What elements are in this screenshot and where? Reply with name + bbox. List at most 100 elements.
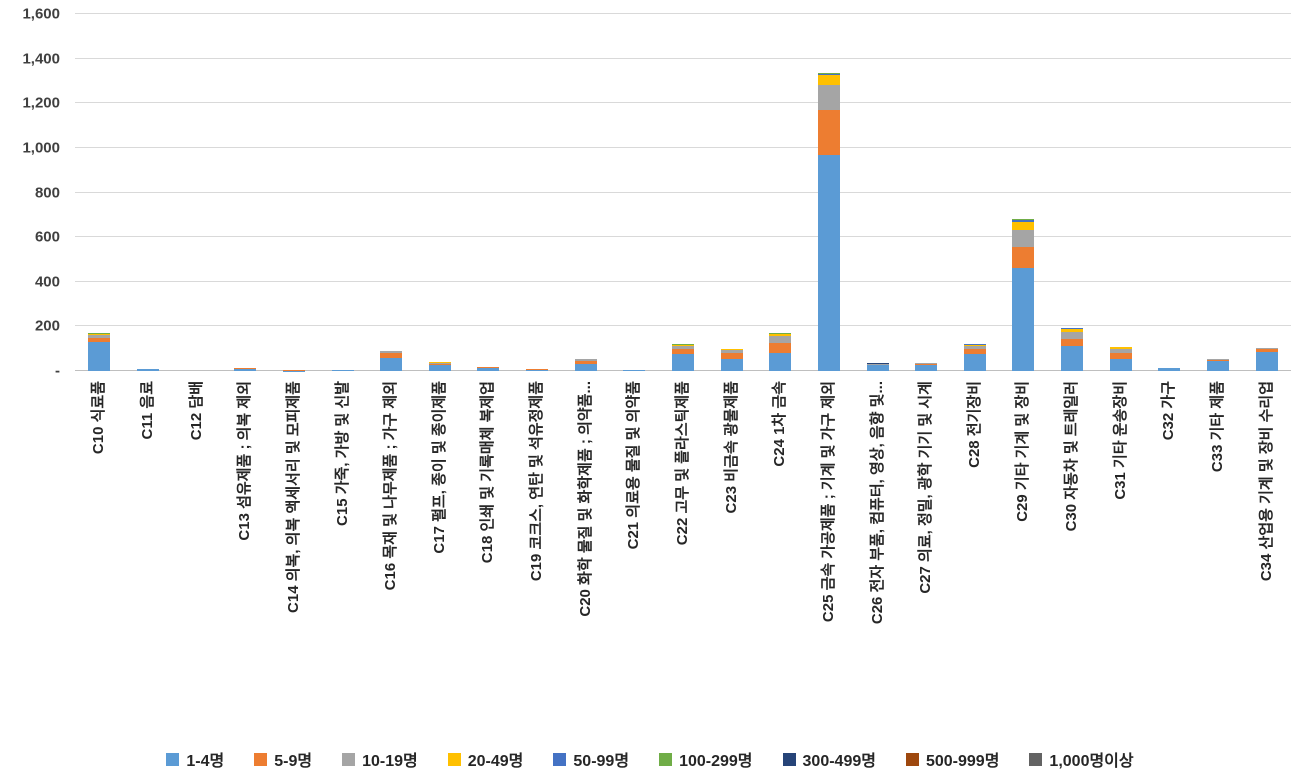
y-axis: 1,600 1,400 1,200 1,000 800 600 400 200 - [0, 0, 66, 781]
legend-item: 50-99명 [553, 747, 629, 771]
bar-segment [720, 358, 743, 371]
bar-slot [707, 14, 756, 371]
bar-segment [866, 364, 889, 366]
bar-segment [136, 369, 159, 371]
legend-label: 100-299명 [679, 753, 753, 770]
bar-slot [367, 14, 416, 371]
bar-slot [75, 14, 124, 371]
bar-slot [415, 14, 464, 371]
stacked-bar [623, 369, 646, 371]
x-tick-label: C25 금속 가공제품 ; 기계 및 가구 제외 [819, 381, 837, 623]
bar-slot [561, 14, 610, 371]
bar-segment [1255, 352, 1278, 371]
gridline [75, 146, 1291, 148]
x-label-slot: C31 기타 운송장비 [1096, 377, 1145, 729]
x-tick-label: C11 음료 [138, 381, 156, 440]
bar-segment [1061, 329, 1084, 332]
y-tick-label: 600 [34, 228, 60, 246]
x-label-slot: C21 의료용 물질 및 의약품 [610, 377, 659, 729]
stacked-bar [234, 367, 257, 371]
bar-segment [671, 354, 694, 371]
x-tick-label: C15 가죽, 가방 및 신발 [333, 381, 351, 526]
x-label-slot: C28 전기장비 [951, 377, 1000, 729]
gridline [75, 57, 1291, 59]
x-tick-label: C27 의료, 정밀, 광학 기기 및 시계 [917, 381, 935, 594]
bar-segment [574, 363, 597, 371]
x-label-slot: C10 식료품 [75, 377, 124, 729]
bar-slot [805, 14, 854, 371]
stacked-bar [671, 344, 694, 371]
gridline [75, 280, 1291, 282]
legend-label: 20-49명 [467, 753, 524, 770]
y-tick-label: 1,000 [22, 139, 60, 157]
bar-segment [769, 343, 792, 354]
legend-item: 100-299명 [659, 747, 753, 771]
x-tick-label: C18 인쇄 및 기록매체 복제업 [479, 381, 497, 564]
bar-segment [963, 348, 986, 355]
legend-label: 10-19명 [362, 753, 418, 770]
x-label-slot: C14 의복, 의복 액세서리 및 모피제품 [270, 377, 319, 729]
bar-segment [477, 367, 500, 368]
bar-slot [464, 14, 513, 371]
bar-segment [720, 348, 743, 351]
stacked-bar [1012, 218, 1035, 371]
x-label-slot: C20 화학 물질 및 화학제품 ; 의약품... [561, 377, 610, 729]
legend: 1-4명 5-9명 10-19명 20-49명 50-99명 100-299명 300-49… [0, 747, 1300, 771]
bar-segment [720, 350, 743, 354]
stacked-bar [380, 350, 403, 371]
x-label-slot: C25 금속 가공제품 ; 기계 및 가구 제외 [805, 377, 854, 729]
x-tick-label: C17 펄프, 종이 및 종이제품 [430, 381, 448, 554]
x-tick-label: C16 목재 및 나무제품 ; 가구 제외 [382, 381, 400, 591]
bar-slot [1048, 14, 1097, 371]
plot-area [75, 13, 1291, 371]
bar-segment [915, 364, 938, 366]
legend-item: 1-4명 [166, 747, 224, 771]
bar-segment [428, 363, 451, 366]
x-tick-label: C13 섬유제품 ; 의복 제외 [236, 381, 254, 541]
stacked-bar [866, 363, 889, 371]
x-label-slot: C17 펄프, 종이 및 종이제품 [415, 377, 464, 729]
bar-segment [769, 336, 792, 344]
bar-slot [1096, 14, 1145, 371]
bar-segment [234, 368, 257, 369]
y-tick-label: 1,200 [22, 94, 60, 112]
x-label-slot: C15 가죽, 가방 및 신발 [318, 377, 367, 729]
x-tick-label: C30 자동차 및 트레일러 [1063, 381, 1081, 532]
bar-segment [963, 354, 986, 371]
x-tick-label: C33 기타 제품 [1209, 381, 1227, 473]
bar-segment [477, 367, 500, 371]
bar-segment [623, 370, 646, 371]
bar-segment [1012, 247, 1035, 269]
x-label-slot: C33 기타 제품 [1194, 377, 1243, 729]
legend-label: 300-499명 [802, 753, 876, 770]
x-tick-label: C28 전기장비 [965, 381, 983, 468]
x-label-slot: C32 가구 [1145, 377, 1194, 729]
gridline [75, 13, 1291, 14]
bar-segment [380, 357, 403, 371]
legend-label: 1-4명 [186, 753, 225, 770]
bar-segment [1061, 328, 1084, 330]
bar-segment [671, 344, 694, 346]
bar-segment [817, 73, 840, 76]
bar-segment [1255, 349, 1278, 353]
gridline [75, 325, 1291, 327]
bar-segment [1109, 353, 1132, 359]
bar-segment [574, 361, 597, 364]
gridline [75, 102, 1291, 104]
legend-swatch [166, 752, 180, 766]
bar-segment [1207, 360, 1230, 371]
bar-slot [610, 14, 659, 371]
bar-slot [1242, 14, 1291, 371]
bar-segment [1255, 348, 1278, 350]
bar-segment [526, 369, 549, 371]
x-tick-label: C20 화학 물질 및 화학제품 ; 의약품... [576, 381, 594, 617]
bar-segment [915, 365, 938, 371]
legend-item: 500-999명 [905, 747, 999, 771]
bar-segment [1109, 347, 1132, 349]
x-tick-label: C24 1차 금속 [771, 381, 789, 467]
bar-segment [915, 363, 938, 365]
stacked-bar [574, 358, 597, 371]
legend-item: 10-19명 [342, 747, 418, 771]
bar-segment [866, 365, 889, 371]
